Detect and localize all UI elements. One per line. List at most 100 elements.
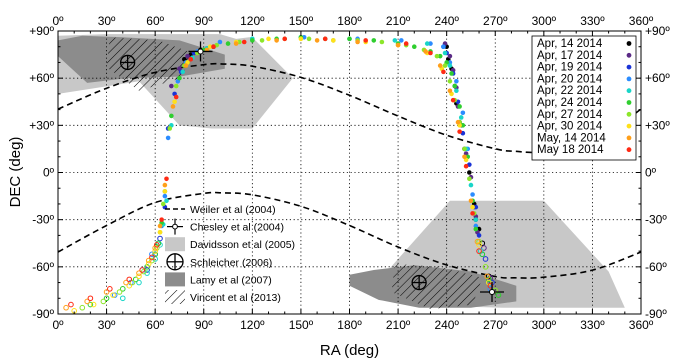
data-point [473,217,479,222]
data-point [167,126,173,131]
y-axis-title: DEC (deg) [7,137,24,208]
data-point [470,211,475,216]
data-point [487,275,494,281]
data-point [100,298,107,305]
data-point [183,63,189,68]
data-point [458,115,464,120]
data-point [136,273,142,280]
data-point [177,75,182,81]
model-legend-label-5: Vincent et al (2013) [190,292,281,304]
model-legend-label-0: Weiler et al (2004) [190,204,276,216]
legend-swatch-1 [626,52,632,58]
legend-label-7: Apr, 30 2014 [537,121,603,133]
legend-label-4: Apr, 22 2014 [537,85,603,97]
data-point [157,235,163,242]
data-point [159,217,164,222]
data-point [403,41,409,46]
x-tick-label-top: 210º [386,14,411,28]
data-point [298,36,304,42]
legend-label-6: Apr, 27 2014 [537,109,603,121]
x-tick-label-top: 270º [483,14,508,28]
data-point [241,39,247,45]
data-point [322,36,328,42]
data-point [165,135,171,141]
y-tick-label-left: +60º [29,71,54,85]
data-point [460,123,466,128]
data-point [90,301,97,308]
date-legend-box [531,35,637,161]
data-point [447,88,453,94]
data-point [462,154,467,160]
model-legend-label-1: Chesley et al (2004) [190,222,284,234]
data-point [476,242,482,248]
data-point [482,264,489,270]
data-points [63,34,502,314]
data-point [484,273,490,280]
data-point [136,270,142,276]
data-point [136,279,142,286]
data-point [123,279,129,286]
x-tick-label-bottom: 210º [386,318,411,332]
data-point [470,192,475,197]
x-tick-label-bottom: 240º [434,318,459,332]
y-tick-label-right: 0º [645,166,657,180]
data-point [162,193,168,199]
data-point [126,282,133,289]
legend-swatch-5 [626,100,632,105]
data-point [468,182,474,188]
data-point [437,53,443,59]
data-point [152,245,158,251]
data-point [487,282,494,289]
data-point [225,41,231,46]
data-point [63,304,69,311]
legend-swatch-0 [626,41,632,46]
legend-vincent-swatch [165,290,185,304]
data-point [282,36,288,42]
chesley-marker-dot [489,288,496,295]
data-point [68,301,74,308]
legend-lamy-swatch [165,272,185,287]
data-point [211,44,216,50]
y-tick-label-right: -90º [645,307,667,321]
data-point [481,245,487,251]
data-point [449,71,454,76]
data-point [452,83,458,89]
legend-davidsson-swatch [165,237,185,252]
x-tick-label-top: 90º [195,14,213,28]
y-tick-label-left: +90º [29,24,54,38]
data-point [395,42,401,48]
data-point [164,198,169,204]
data-point [79,304,86,311]
data-point [331,38,336,43]
data-point [129,279,136,286]
data-point [119,295,126,302]
data-point [463,163,469,169]
region-4 [106,37,193,91]
data-point [363,38,368,43]
y-tick-label-right: +90º [645,24,670,38]
data-point [495,292,502,298]
x-tick-label-bottom: 180º [337,318,362,332]
y-tick-label-right: +30º [645,118,670,132]
data-point [428,41,433,46]
data-point [162,189,168,194]
legend-label-2: Apr, 19 2014 [537,62,603,74]
data-point [103,289,110,295]
data-point [250,38,255,43]
data-point [172,99,177,105]
x-tick-label-bottom: 60º [146,318,164,332]
legend-chesley-dot [172,223,178,230]
y-tick-label-right: +60º [645,71,670,85]
data-point [441,44,446,50]
region-5 [391,263,483,310]
data-point [371,38,377,43]
data-point [347,36,352,42]
data-point [126,276,133,283]
data-point [170,104,176,109]
data-point [173,94,179,100]
y-tick-label-left: -90º [32,307,54,321]
x-tick-label-bottom: 30º [98,318,116,332]
data-point [467,170,472,175]
data-point [149,257,155,264]
y-tick-label-right: -60º [645,260,667,274]
